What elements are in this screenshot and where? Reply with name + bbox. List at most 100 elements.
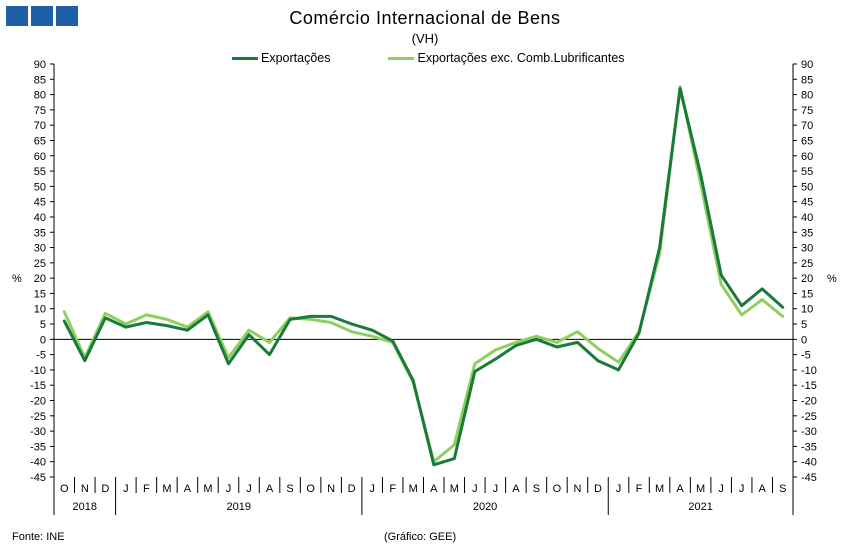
y-tick-label-left: 85: [34, 74, 46, 86]
x-tick-label: J: [369, 483, 375, 495]
y-tick-label-right: 60: [801, 151, 813, 163]
credit-note: (Gráfico: GEE): [384, 531, 457, 543]
x-tick-label: F: [636, 483, 643, 495]
y-tick-label-left: -5: [36, 350, 46, 362]
x-tick-label: A: [430, 483, 438, 495]
y-tick-label-right: 40: [801, 212, 813, 224]
y-tick-label-left: 20: [34, 273, 46, 285]
chart-title: Comércio Internacional de Bens: [289, 8, 561, 28]
legend-label: Exportações: [261, 51, 331, 65]
y-tick-label-right: 20: [801, 273, 813, 285]
y-tick-label-right: 70: [801, 120, 813, 132]
x-tick-label: J: [226, 483, 232, 495]
year-label: 2018: [73, 501, 97, 513]
y-tick-label-right: 65: [801, 135, 813, 147]
y-tick-label-right: 10: [801, 304, 813, 316]
y-tick-label-left: 40: [34, 212, 46, 224]
y-tick-label-right: 0: [801, 334, 807, 346]
y-tick-label-left: 70: [34, 120, 46, 132]
x-tick-label: D: [101, 483, 109, 495]
x-tick-label: N: [327, 483, 335, 495]
chart-subtitle: (VH): [411, 31, 439, 46]
y-tick-label-right: 5: [801, 319, 807, 331]
y-tick-label-left: -40: [30, 457, 46, 469]
y-tick-label-left: 25: [34, 258, 46, 270]
y-tick-label-left: 35: [34, 227, 46, 239]
y-tick-label-right: 35: [801, 227, 813, 239]
legend: Exportações Exportações exc. Comb.Lubrif…: [232, 51, 625, 65]
x-tick-label: A: [512, 483, 520, 495]
y-tick-label-left: -25: [30, 411, 46, 423]
x-tick-label: O: [306, 483, 315, 495]
x-tick-label: N: [81, 483, 89, 495]
logo-block: [6, 6, 28, 26]
x-tick-label: M: [162, 483, 171, 495]
legend-swatch: [232, 56, 258, 60]
series-line-exportacoes: [62, 87, 785, 467]
x-tick-label: D: [348, 483, 356, 495]
y-tick-label-left: 75: [34, 105, 46, 117]
x-tick-label: J: [718, 483, 724, 495]
y-tick-label-left: -15: [30, 380, 46, 392]
legend-swatch: [388, 56, 415, 60]
x-tick-label: F: [143, 483, 150, 495]
y-tick-label-right: 15: [801, 288, 813, 300]
x-tick-label: J: [739, 483, 745, 495]
x-tick-label: S: [286, 483, 293, 495]
x-tick-label: A: [266, 483, 274, 495]
y-tick-label-left: -10: [30, 365, 46, 377]
legend-label: Exportações exc. Comb.Lubrificantes: [417, 51, 625, 65]
x-tick-label: M: [655, 483, 664, 495]
y-tick-label-right: 50: [801, 181, 813, 193]
y-tick-label-right: -35: [801, 441, 817, 453]
y-tick-label-left: 55: [34, 166, 46, 178]
x-tick-label: M: [696, 483, 705, 495]
y-tick-label-right: -45: [801, 472, 817, 484]
source-note: Fonte: INE: [12, 531, 65, 543]
x-tick-label: M: [450, 483, 459, 495]
y-tick-label-right: -10: [801, 365, 817, 377]
y-tick-label-right: 55: [801, 166, 813, 178]
x-tick-label: A: [759, 483, 767, 495]
year-label: 2020: [473, 501, 497, 513]
y-tick-label-left: 80: [34, 90, 46, 102]
x-tick-label: D: [594, 483, 602, 495]
y-tick-label-left: 50: [34, 181, 46, 193]
y-tick-label-right: -40: [801, 457, 817, 469]
y-tick-label-left: 45: [34, 197, 46, 209]
x-tick-label: J: [616, 483, 622, 495]
y-tick-label-left: -35: [30, 441, 46, 453]
legend-item-exportacoes: Exportações: [232, 51, 330, 65]
y-tick-label-left: 60: [34, 151, 46, 163]
x-tick-label: J: [246, 483, 252, 495]
x-tick-label: J: [123, 483, 129, 495]
y-axis-label-left: %: [12, 273, 22, 285]
y-tick-label-left: 0: [40, 334, 46, 346]
y-tick-label-left: 5: [40, 319, 46, 331]
x-tick-label: M: [409, 483, 418, 495]
logo: [6, 6, 78, 26]
y-tick-label-left: 65: [34, 135, 46, 147]
y-axis-label-right: %: [827, 273, 837, 285]
x-tick-label: A: [184, 483, 192, 495]
x-tick-label: O: [60, 483, 69, 495]
logo-block: [56, 6, 78, 26]
year-label: 2019: [227, 501, 251, 513]
y-tick-label-left: 10: [34, 304, 46, 316]
x-tick-label: A: [676, 483, 684, 495]
year-label: 2021: [688, 501, 712, 513]
x-tick-label: J: [493, 483, 499, 495]
y-tick-label-right: -25: [801, 411, 817, 423]
x-tick-label: S: [533, 483, 540, 495]
x-tick-label: S: [779, 483, 786, 495]
series-line-exportacoes-exc: [62, 85, 785, 464]
y-tick-label-left: -30: [30, 426, 46, 438]
x-tick-label: N: [573, 483, 581, 495]
y-tick-label-right: -30: [801, 426, 817, 438]
x-tick-label: M: [203, 483, 212, 495]
y-tick-label-right: -20: [801, 396, 817, 408]
y-tick-label-right: 25: [801, 258, 813, 270]
y-tick-label-right: 90: [801, 59, 813, 71]
y-tick-label-right: 30: [801, 243, 813, 255]
